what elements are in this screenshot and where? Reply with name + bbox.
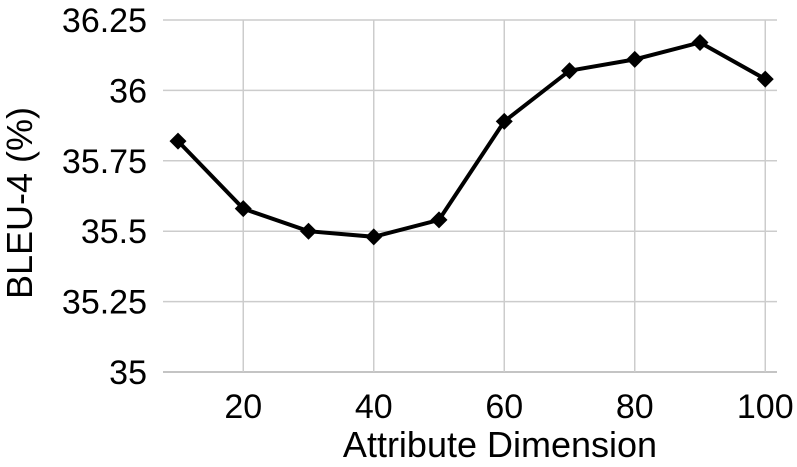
x-tick-label: 80 (616, 388, 654, 426)
x-tick-label: 100 (737, 388, 794, 426)
y-tick-label: 35.25 (62, 284, 147, 322)
x-tick-label: 40 (355, 388, 393, 426)
data-point-marker (300, 222, 318, 240)
y-tick-label: 35.5 (81, 213, 147, 251)
y-tick-label: 36 (109, 72, 147, 110)
y-tick-label: 35.75 (62, 143, 147, 181)
x-tick-label: 20 (224, 388, 262, 426)
data-point-marker (626, 50, 644, 68)
data-point-marker (495, 112, 513, 130)
y-tick-label: 36.25 (62, 2, 147, 40)
data-point-marker (234, 200, 252, 218)
data-point-marker (430, 211, 448, 229)
data-point-marker (561, 62, 579, 80)
x-axis-title: Attribute Dimension (342, 424, 658, 465)
series-line (176, 40, 768, 239)
x-tick-label: 60 (485, 388, 523, 426)
y-tick-label: 35 (109, 354, 147, 392)
data-point-marker (756, 70, 774, 88)
data-point-marker (365, 228, 383, 246)
data-point-marker (169, 132, 187, 150)
data-point-marker (691, 34, 709, 52)
